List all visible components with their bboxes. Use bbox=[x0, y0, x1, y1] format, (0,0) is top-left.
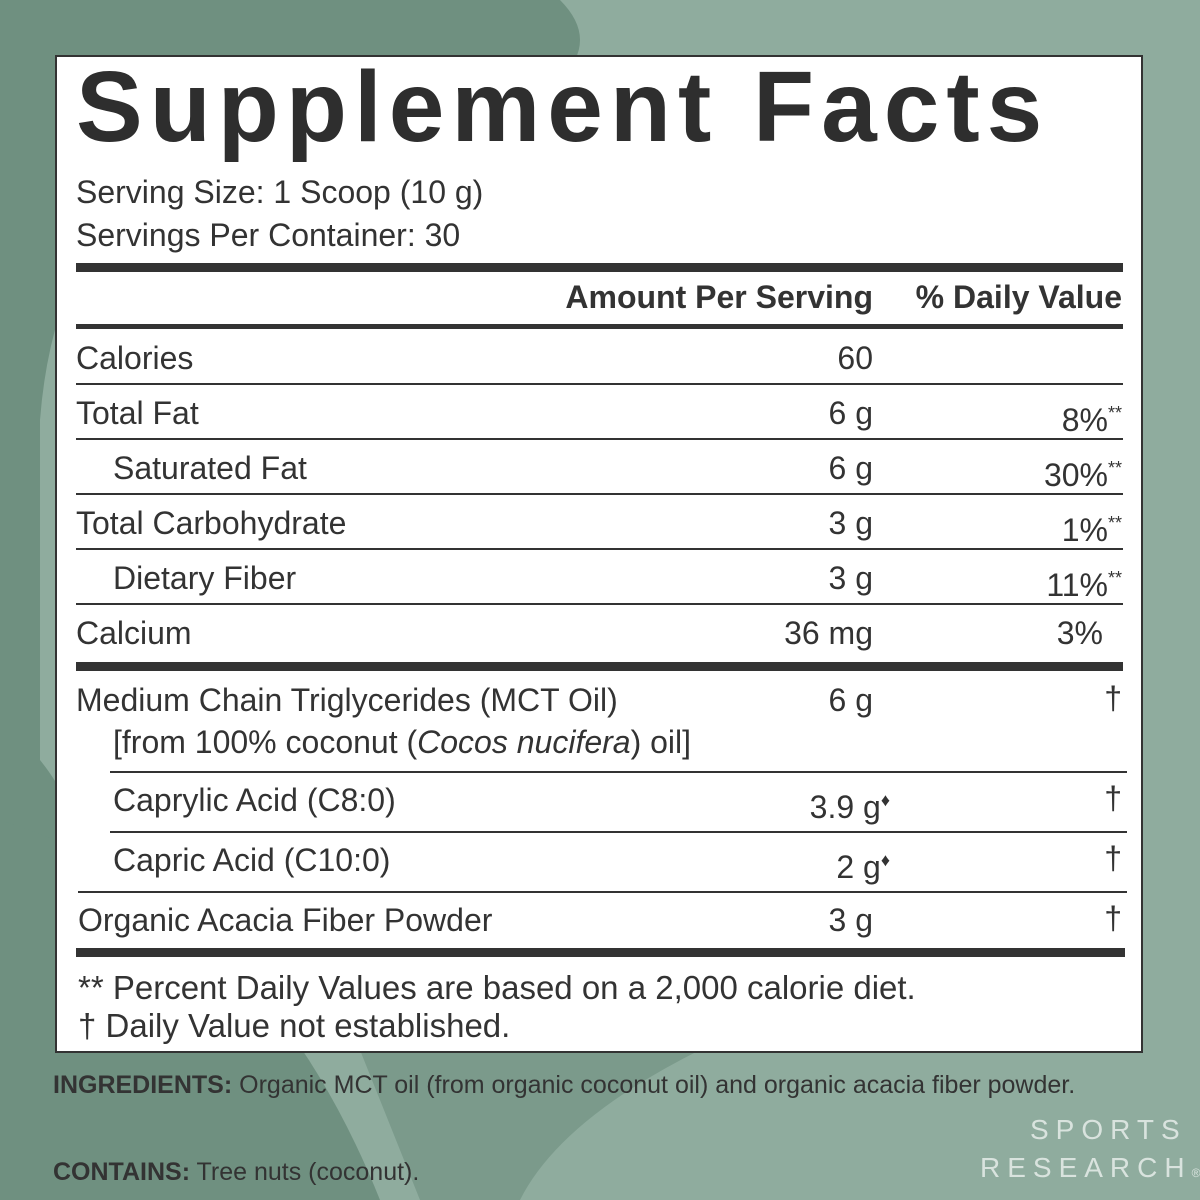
ingredients-label: INGREDIENTS: bbox=[53, 1071, 233, 1099]
amount: 2 g♦ bbox=[836, 840, 890, 887]
rule bbox=[78, 891, 1127, 893]
daily-value: 11%** bbox=[1046, 558, 1122, 605]
amount: 60 bbox=[837, 340, 873, 376]
serving-size: Serving Size: 1 Scoop (10 g) bbox=[76, 174, 484, 210]
contains: CONTAINS: Tree nuts (coconut). bbox=[53, 1152, 419, 1192]
amount: 3 g bbox=[828, 505, 873, 541]
rule bbox=[110, 831, 1127, 833]
nutrient-name: Calories bbox=[76, 340, 194, 376]
nutrient-name: Dietary Fiber bbox=[113, 560, 297, 596]
rule bbox=[76, 383, 1123, 385]
footnote: ** Percent Daily Values are based on a 2… bbox=[78, 969, 916, 1006]
daily-value: † bbox=[1104, 900, 1122, 936]
amount: 6 g bbox=[828, 450, 873, 486]
source-text: [from 100% coconut ( bbox=[113, 724, 418, 760]
rule bbox=[76, 948, 1125, 957]
nutrient-name: Caprylic Acid (C8:0) bbox=[113, 782, 396, 818]
rule bbox=[76, 263, 1123, 272]
source-species: Cocos nucifera bbox=[417, 724, 631, 760]
rule bbox=[76, 662, 1123, 671]
daily-value: † bbox=[1104, 840, 1122, 876]
rule bbox=[76, 493, 1123, 495]
nutrient-name: Medium Chain Triglycerides (MCT Oil) bbox=[76, 682, 618, 718]
nutrient-name: Capric Acid (C10:0) bbox=[113, 842, 391, 878]
nutrient-name: Saturated Fat bbox=[113, 450, 307, 486]
amount: 3 g bbox=[828, 902, 873, 938]
nutrient-source: [from 100% coconut (Cocos nucifera) oil] bbox=[113, 722, 691, 762]
daily-value: 8%** bbox=[1062, 393, 1122, 440]
rule bbox=[76, 438, 1123, 440]
amount: 6 g bbox=[828, 395, 873, 431]
column-header: % Daily Value bbox=[915, 279, 1122, 315]
nutrient-name: Organic Acacia Fiber Powder bbox=[78, 902, 493, 938]
brand-line: SPORTS bbox=[1030, 1114, 1187, 1145]
amount-value: 3.9 g bbox=[809, 789, 881, 825]
amount-value: 2 g bbox=[836, 849, 881, 885]
dv-mark: ** bbox=[1107, 403, 1122, 423]
daily-value: 30%** bbox=[1044, 448, 1122, 495]
amount: 3.9 g♦ bbox=[810, 780, 890, 827]
column-header: Amount Per Serving bbox=[565, 279, 873, 315]
dv: 11% bbox=[1046, 567, 1108, 603]
dv-mark: ** bbox=[1107, 513, 1122, 533]
rule bbox=[76, 603, 1123, 605]
daily-value: † bbox=[1104, 780, 1122, 816]
rule bbox=[76, 548, 1123, 550]
contains-text: Tree nuts (coconut). bbox=[196, 1158, 420, 1186]
daily-value: 3% bbox=[1056, 615, 1103, 651]
nutrient-name: Calcium bbox=[76, 615, 192, 651]
source-text: ) oil] bbox=[630, 724, 692, 760]
dv: 8% bbox=[1061, 402, 1108, 438]
amount: 6 g bbox=[828, 682, 873, 718]
dv: 30% bbox=[1043, 457, 1108, 493]
amount-mark: ♦ bbox=[880, 790, 890, 810]
daily-value: † bbox=[1104, 680, 1122, 716]
brand-mark: ® bbox=[1191, 1166, 1200, 1180]
rule bbox=[110, 771, 1127, 773]
dv: 1% bbox=[1061, 512, 1108, 548]
dv-mark: ** bbox=[1107, 568, 1122, 588]
rule bbox=[76, 324, 1123, 329]
amount-mark: ♦ bbox=[880, 850, 890, 870]
dv-mark: ** bbox=[1107, 458, 1122, 478]
amount: 3 g bbox=[828, 560, 873, 596]
title: Supplement Facts bbox=[76, 51, 1050, 163]
brand-name: RESEARCH bbox=[980, 1152, 1192, 1183]
footnote: † Daily Value not established. bbox=[78, 1007, 511, 1044]
daily-value: 1%** bbox=[1062, 503, 1122, 550]
nutrient-name: Total Carbohydrate bbox=[76, 505, 347, 541]
amount: 36 mg bbox=[784, 615, 873, 651]
brand-line: RESEARCH® bbox=[980, 1148, 1200, 1193]
facts-panel bbox=[55, 55, 1143, 1053]
contains-label: CONTAINS: bbox=[53, 1158, 191, 1186]
ingredients-text: Organic MCT oil (from organic coconut oi… bbox=[239, 1071, 1076, 1099]
nutrient-name: Total Fat bbox=[76, 395, 199, 431]
ingredients: INGREDIENTS: Organic MCT oil (from organ… bbox=[53, 1065, 1153, 1105]
servings-per-container: Servings Per Container: 30 bbox=[76, 217, 461, 253]
